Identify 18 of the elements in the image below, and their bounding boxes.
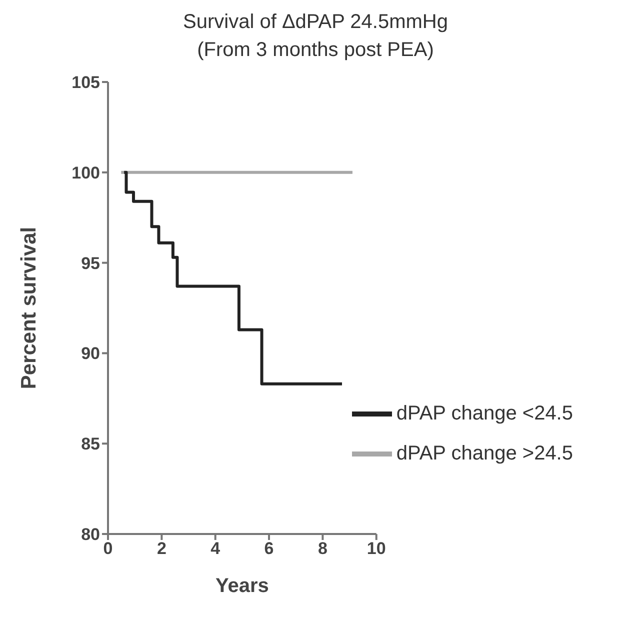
- y-tick-label: 80: [81, 525, 100, 544]
- x-axis-title: Years: [215, 575, 269, 597]
- y-axis-title: Percent survival: [17, 226, 40, 390]
- y-tick-label: 90: [81, 344, 100, 364]
- x-tick-label: 2: [156, 539, 166, 558]
- x-tick-label: 0: [103, 539, 113, 558]
- legend-label: dPAP change <24.5: [396, 402, 573, 424]
- y-tick-label: 95: [81, 254, 100, 273]
- chart-subtitle: (From 3 months post PEA): [196, 38, 435, 63]
- y-tick-label: 105: [72, 73, 100, 92]
- x-tick-label: 10: [366, 539, 386, 558]
- x-tick-label: 6: [264, 539, 274, 558]
- y-tick-label: 100: [72, 163, 100, 182]
- y-tick-label: 85: [81, 434, 100, 454]
- legend-label: dPAP change >24.5: [396, 442, 573, 464]
- x-tick-label: 4: [210, 539, 221, 558]
- chart-title: Survival of ΔdPAP 24.5mmHg: [182, 10, 449, 35]
- x-tick-label: 8: [318, 539, 328, 558]
